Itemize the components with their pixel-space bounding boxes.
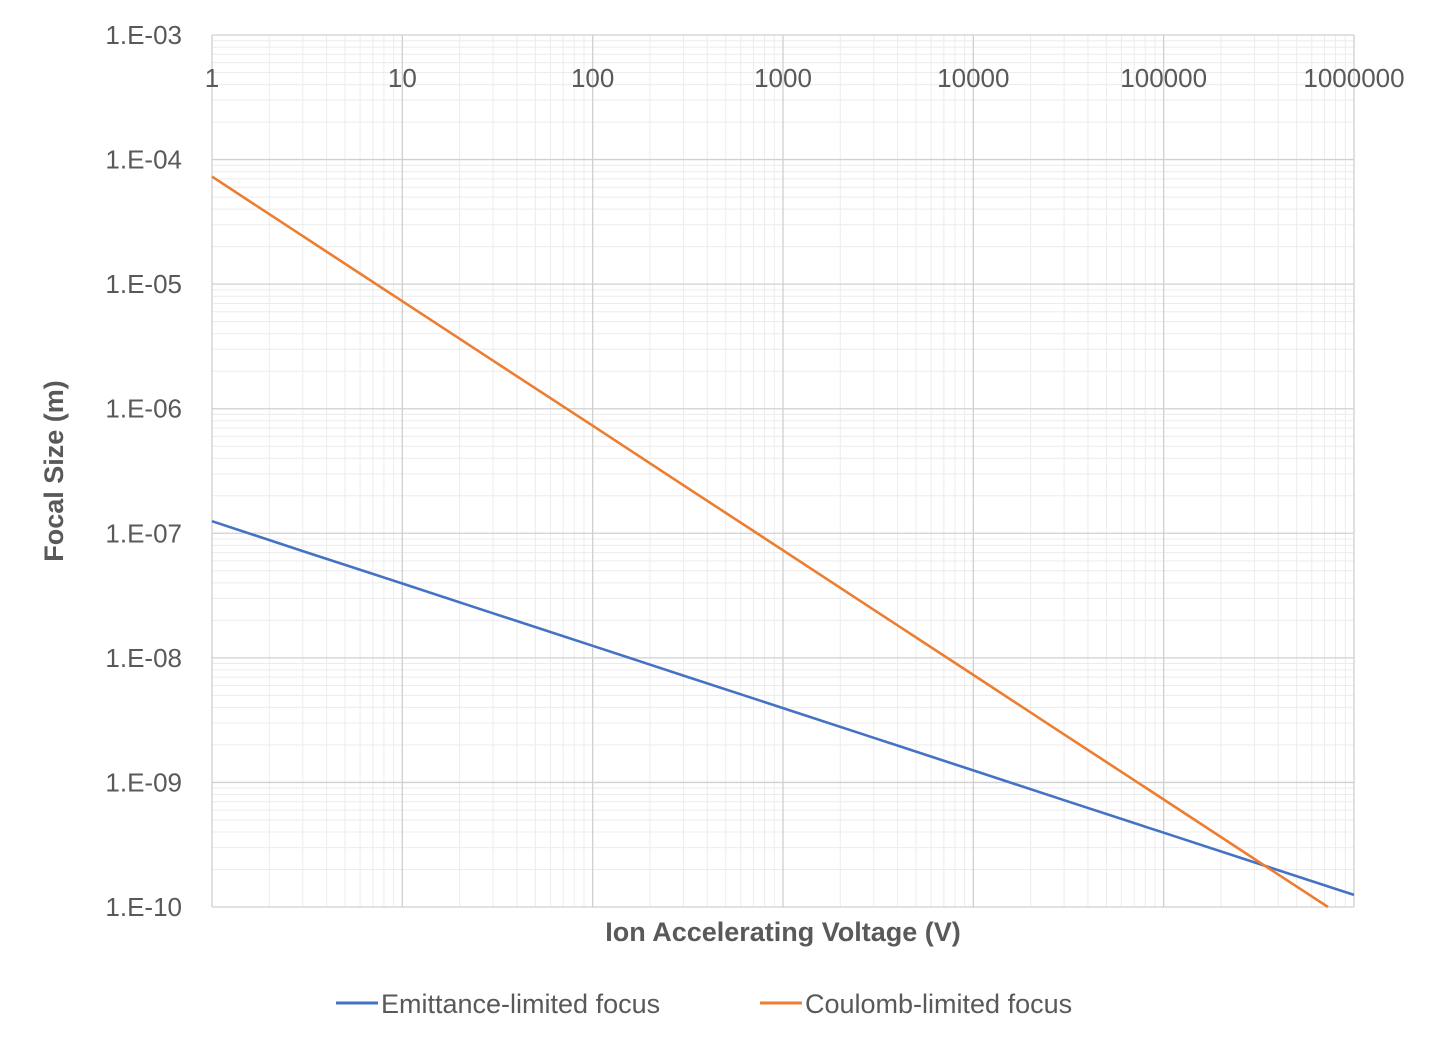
x-tick-label: 10	[388, 63, 417, 93]
y-tick-label: 1.E-03	[105, 20, 182, 50]
y-axis-title: Focal Size (m)	[39, 380, 69, 562]
y-tick-label: 1.E-10	[105, 892, 182, 922]
x-tick-labels: 1 10 100 1000 10000 100000 1000000	[205, 63, 1405, 93]
x-axis-title: Ion Accelerating Voltage (V)	[605, 917, 961, 947]
x-tick-label: 1000000	[1303, 63, 1404, 93]
legend-label-emittance: Emittance-limited focus	[381, 989, 660, 1019]
y-tick-label: 1.E-08	[105, 643, 182, 673]
y-tick-labels: 1.E-03 1.E-04 1.E-05 1.E-06 1.E-07 1.E-08 1.E-…	[105, 20, 182, 922]
x-tick-label: 100000	[1120, 63, 1207, 93]
series-line-coulomb	[211, 175, 1329, 909]
x-tick-label: 100	[571, 63, 614, 93]
legend: Emittance-limited focus Coulomb-limited …	[336, 989, 1072, 1019]
y-tick-label: 1.E-09	[105, 767, 182, 797]
y-tick-label: 1.E-05	[105, 269, 182, 299]
y-tick-label: 1.E-06	[105, 394, 182, 424]
y-tick-label: 1.E-07	[105, 518, 182, 548]
y-tick-label: 1.E-04	[105, 145, 182, 175]
x-tick-label: 1000	[754, 63, 812, 93]
x-tick-label: 10000	[937, 63, 1009, 93]
x-tick-label: 1	[205, 63, 219, 93]
series-line-emittance	[211, 519, 1355, 897]
legend-label-coulomb: Coulomb-limited focus	[805, 989, 1072, 1019]
gridlines	[211, 34, 1355, 908]
series-lines	[211, 175, 1355, 909]
